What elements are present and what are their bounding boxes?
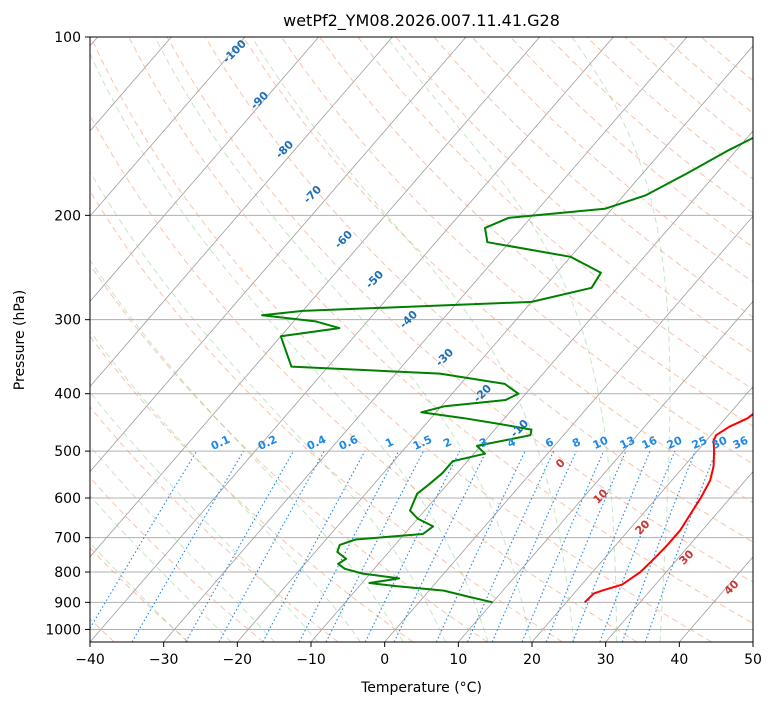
y-tick-label: 800 [54, 565, 81, 581]
y-tick-label: 400 [54, 387, 81, 403]
y-tick-label: 300 [54, 313, 81, 329]
isotherm-gridline [90, 37, 540, 558]
mixing-ratio-line [644, 450, 717, 642]
dry-adiabat [90, 37, 712, 642]
dry-adiabat [90, 547, 190, 642]
dry-adiabat [128, 37, 753, 624]
y-tick-label: 1000 [45, 622, 81, 638]
dewpoint-line [261, 136, 753, 604]
dry-adiabat [90, 476, 264, 642]
isotherm-gridline [605, 471, 753, 642]
isotherm-gridline [531, 385, 753, 642]
dry-adiabat [90, 114, 638, 642]
mixing-ratio-line [185, 450, 294, 642]
dry-adiabat [90, 406, 339, 642]
y-tick-label: 200 [54, 208, 81, 224]
dry-adiabat [166, 37, 753, 583]
moist-adiabat [154, 37, 532, 642]
mixing-ratio-label: 25 [690, 434, 709, 452]
mixing-ratio-line [521, 450, 605, 642]
moist-adiabat [90, 170, 447, 642]
mixing-ratio-label: 30 [710, 434, 730, 452]
y-axis-label: Pressure (hPa) [12, 290, 28, 390]
x-axis-label: Temperature (°C) [360, 680, 482, 696]
isotherm-gridline [237, 45, 753, 642]
x-tick-label: 20 [523, 652, 541, 668]
mixing-ratio-label: 20 [665, 434, 685, 452]
dry-adiabat [357, 37, 753, 390]
dry-adiabat [471, 37, 753, 283]
mixing-ratio-line [364, 450, 461, 642]
mixing-ratio-line [545, 450, 627, 642]
isotherm-gridline [310, 130, 753, 642]
isotherm-gridline [163, 37, 688, 642]
dry-adiabat [395, 37, 753, 354]
x-tick-label: 0 [380, 652, 389, 668]
mixing-ratio-line [621, 450, 696, 642]
mixing-ratio-label: 13 [618, 434, 637, 452]
isotherm-gridline [90, 37, 614, 642]
isotherm-gridline [458, 300, 753, 642]
y-tick-label: 900 [54, 595, 81, 611]
dry-adiabat [90, 335, 414, 642]
dry-adiabat [204, 37, 753, 543]
mixing-ratio-line [491, 450, 577, 642]
x-tick-label: −40 [75, 652, 105, 668]
x-tick-label: −10 [296, 652, 326, 668]
mixing-ratio-label: 16 [640, 434, 660, 452]
mixing-ratio-line [218, 450, 325, 642]
mixing-ratio-line [90, 450, 198, 630]
mixing-ratio-line [599, 450, 676, 642]
y-tick-label: 700 [54, 531, 81, 547]
x-tick-label: −20 [223, 652, 253, 668]
x-tick-label: −30 [149, 652, 179, 668]
dry-adiabat [242, 37, 753, 504]
plot-area [90, 37, 753, 642]
x-tick-label: 50 [744, 652, 762, 668]
mixing-ratio-line [466, 450, 555, 642]
temperature-line [584, 412, 753, 604]
y-tick-label: 600 [54, 491, 81, 507]
moist-adiabat [251, 37, 575, 642]
y-tick-label: 100 [54, 30, 81, 46]
isotherm-gridline [90, 37, 246, 217]
dry-adiabat [433, 37, 753, 318]
isotherm-gridline [90, 37, 467, 473]
x-tick-label: 30 [597, 652, 615, 668]
isotherm-gridline [90, 37, 393, 388]
plot-frame [89, 36, 754, 643]
mixing-ratio-line [325, 450, 424, 642]
mixing-ratio-line [262, 450, 366, 642]
chart-title: wetPf2_YM08.2026.007.11.41.G28 [283, 11, 560, 31]
y-tick-label: 500 [54, 444, 81, 460]
mixing-ratio-label: 10 [591, 434, 611, 452]
isotherm-gridline [90, 37, 319, 302]
mixing-ratio-label: 36 [731, 434, 751, 452]
mixing-ratio-line [572, 450, 651, 642]
x-tick-label: 10 [449, 652, 467, 668]
dry-adiabat [90, 263, 488, 642]
moist-adiabat [90, 52, 489, 642]
moist-adiabat [90, 445, 276, 642]
axes: −40 −30 −20 −10 0 10 20 30 40 50 100 200 300 400 500 60… [45, 30, 762, 668]
dry-adiabat [90, 190, 563, 642]
isotherm-gridline [384, 215, 753, 642]
x-tick-label: 40 [670, 652, 688, 668]
moist-adiabat [571, 37, 671, 642]
moist-adiabat [90, 391, 319, 642]
moist-adiabat [90, 330, 361, 642]
